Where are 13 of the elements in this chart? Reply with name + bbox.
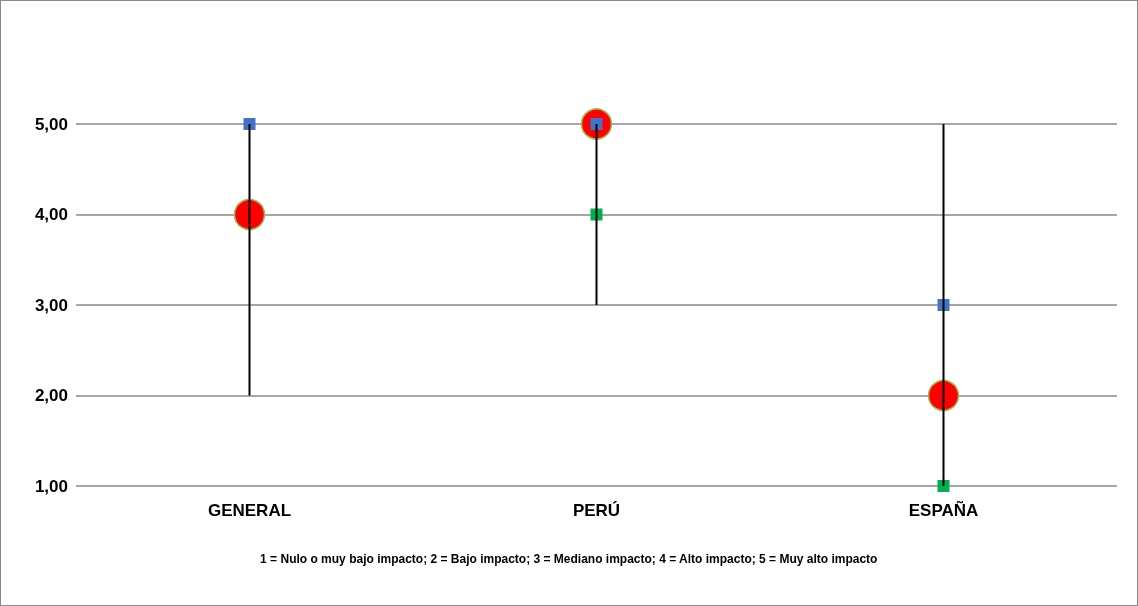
x-tick-label: GENERAL <box>207 501 292 520</box>
y-tick-label: 5,00 <box>34 114 68 134</box>
text: 1 = Nulo o muy bajo impacto; 2 = Bajo impacto; 3 = Mediano impacto; 4 = Alto impacto; 5 = Muy alto impacto <box>260 552 878 566</box>
point <box>927 379 960 412</box>
point <box>233 198 266 231</box>
y-tick-label: 2,00 <box>34 386 68 405</box>
point <box>243 118 256 130</box>
y-tick-label: 3,00 <box>34 295 68 315</box>
x-tick-label: ESPAÑA <box>908 500 979 520</box>
x-tick-label: PERÚ <box>572 501 621 520</box>
point <box>937 480 950 492</box>
y-tick-label: 4,00 <box>34 205 68 224</box>
y-tick-label: 1,00 <box>34 476 68 496</box>
